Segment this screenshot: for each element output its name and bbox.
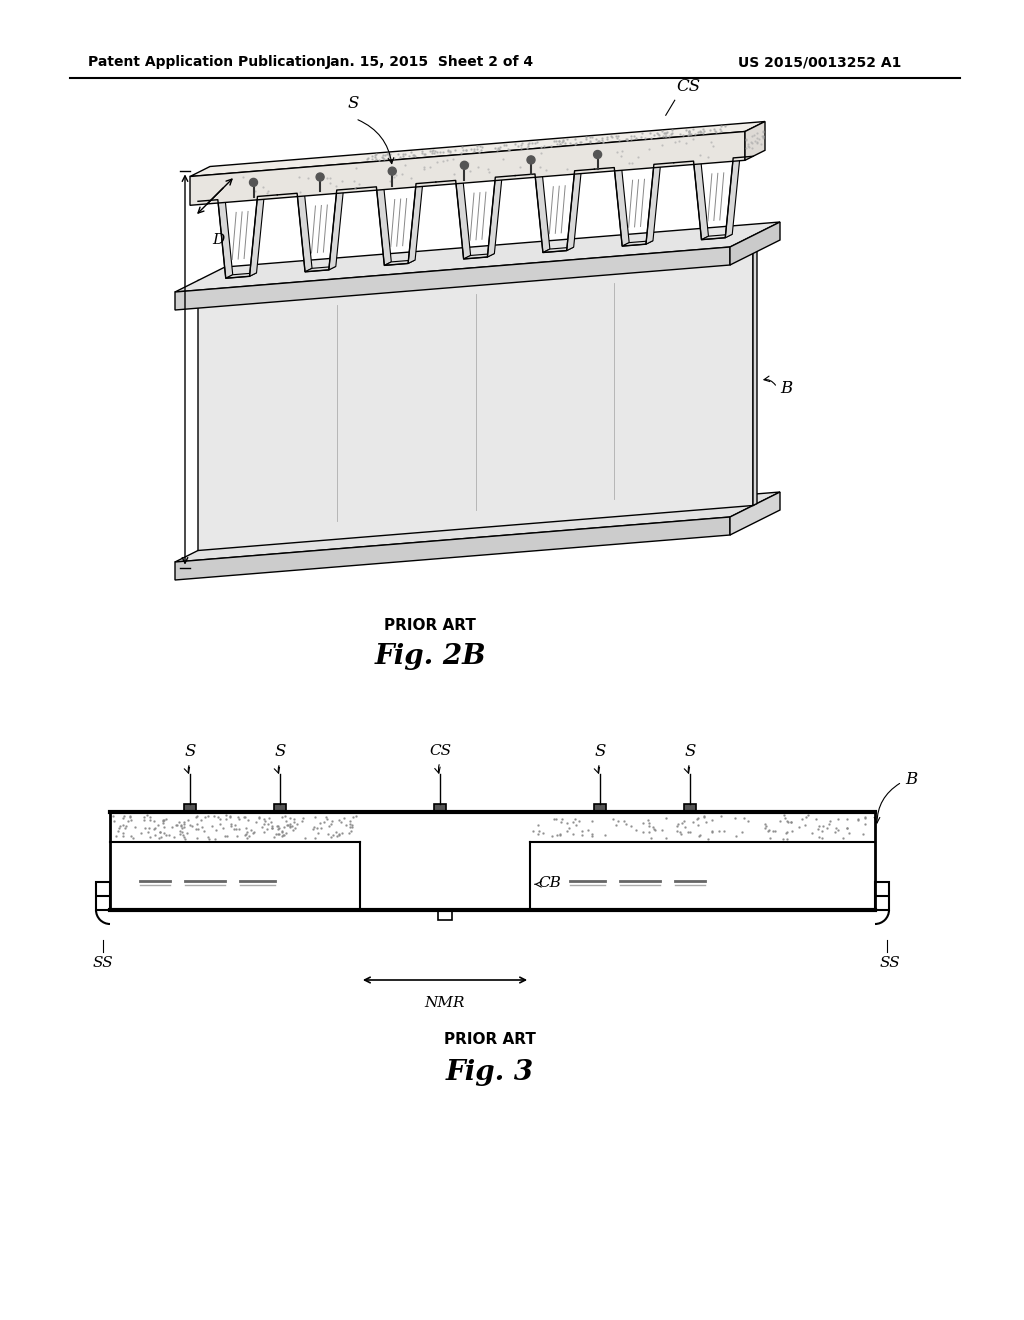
Text: S: S — [348, 95, 359, 112]
Polygon shape — [198, 197, 225, 201]
Bar — [274, 804, 286, 812]
Polygon shape — [218, 197, 232, 279]
Text: SS: SS — [880, 956, 900, 970]
Text: PRIOR ART: PRIOR ART — [444, 1032, 536, 1048]
Text: PRIOR ART: PRIOR ART — [384, 618, 476, 632]
Text: S: S — [684, 743, 695, 760]
Polygon shape — [190, 121, 765, 177]
Polygon shape — [535, 170, 550, 252]
Text: D: D — [212, 234, 224, 247]
Polygon shape — [175, 517, 730, 579]
Text: Fig. 3: Fig. 3 — [445, 1059, 535, 1085]
Polygon shape — [515, 170, 542, 176]
Polygon shape — [456, 177, 471, 259]
Bar — [110, 812, 874, 842]
Circle shape — [527, 156, 535, 164]
Polygon shape — [725, 154, 740, 238]
Polygon shape — [693, 157, 709, 240]
Polygon shape — [329, 186, 344, 269]
Bar — [184, 804, 196, 812]
Text: Jan. 15, 2015  Sheet 2 of 4: Jan. 15, 2015 Sheet 2 of 4 — [326, 55, 535, 69]
Polygon shape — [305, 267, 336, 272]
Text: B: B — [780, 380, 793, 397]
Polygon shape — [278, 190, 304, 195]
Polygon shape — [175, 492, 780, 562]
Bar — [594, 804, 606, 812]
Polygon shape — [674, 157, 700, 162]
Bar — [874, 882, 889, 909]
Text: S: S — [184, 743, 196, 760]
Text: US 2015/0013252 A1: US 2015/0013252 A1 — [738, 55, 902, 69]
Text: Fig. 2B: Fig. 2B — [374, 644, 485, 671]
Text: B: B — [905, 771, 918, 788]
Polygon shape — [701, 234, 732, 240]
Bar — [96, 882, 110, 909]
Polygon shape — [377, 183, 391, 265]
Polygon shape — [436, 177, 463, 182]
Bar — [684, 804, 696, 812]
Polygon shape — [646, 161, 660, 244]
Polygon shape — [487, 174, 503, 257]
Text: Patent Application Publication: Patent Application Publication — [88, 55, 326, 69]
Text: SS: SS — [92, 956, 114, 970]
Polygon shape — [384, 260, 415, 265]
Polygon shape — [594, 164, 622, 169]
Text: CS: CS — [429, 744, 451, 758]
Circle shape — [250, 178, 257, 186]
Polygon shape — [356, 183, 383, 189]
Text: S: S — [274, 743, 286, 760]
Bar — [438, 909, 452, 920]
Circle shape — [461, 161, 468, 169]
Polygon shape — [175, 247, 730, 310]
Polygon shape — [614, 164, 629, 246]
Circle shape — [388, 168, 396, 176]
Polygon shape — [250, 193, 264, 276]
Polygon shape — [175, 222, 780, 292]
Circle shape — [594, 150, 601, 158]
Polygon shape — [409, 180, 423, 264]
Polygon shape — [464, 253, 495, 259]
Polygon shape — [297, 190, 312, 272]
Circle shape — [316, 173, 325, 181]
Text: S: S — [594, 743, 605, 760]
Polygon shape — [225, 273, 257, 279]
Polygon shape — [543, 247, 573, 252]
Text: CS: CS — [677, 78, 700, 95]
Polygon shape — [623, 240, 653, 246]
Polygon shape — [753, 234, 757, 506]
Polygon shape — [730, 222, 780, 265]
Polygon shape — [198, 235, 753, 550]
Polygon shape — [566, 168, 582, 251]
Polygon shape — [190, 132, 745, 206]
Text: CB: CB — [538, 876, 561, 890]
Bar — [434, 804, 446, 812]
Text: NMR: NMR — [425, 997, 465, 1010]
Polygon shape — [745, 121, 765, 160]
Polygon shape — [730, 492, 780, 535]
